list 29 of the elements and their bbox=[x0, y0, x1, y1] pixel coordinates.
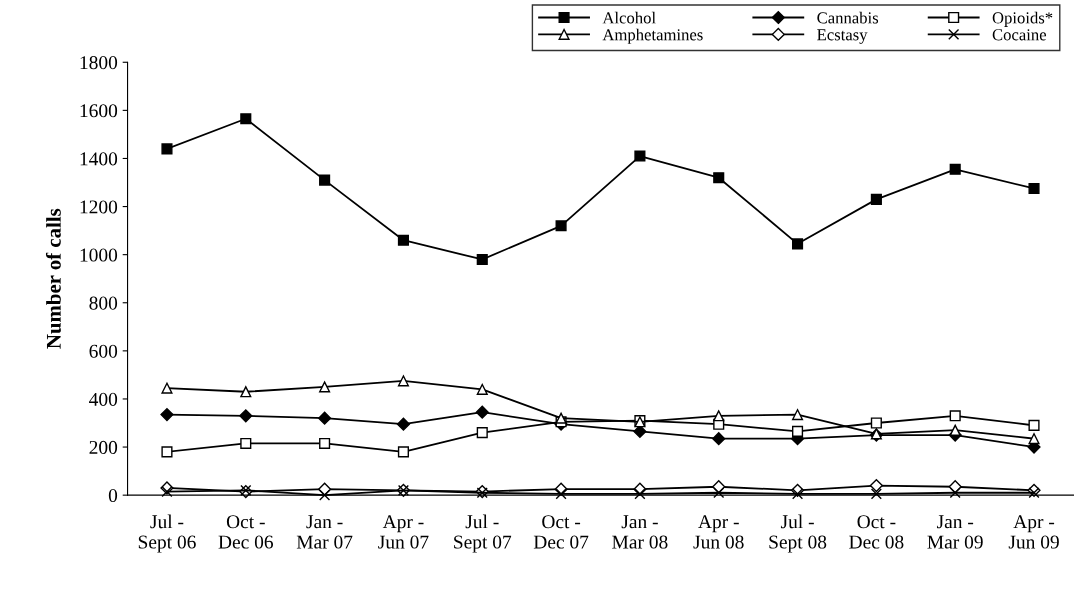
x-tick-label: Apr - Jun 08 bbox=[693, 515, 744, 549]
y-tick-label: 400 bbox=[89, 392, 118, 406]
y-tick-label: 1600 bbox=[80, 104, 118, 118]
x-tick-label: Jan - Mar 08 bbox=[612, 515, 668, 549]
y-tick-label: 800 bbox=[89, 296, 118, 310]
x-tick-label: Apr - Jun 09 bbox=[1008, 515, 1059, 549]
x-tick-label: Oct - Dec 06 bbox=[218, 515, 274, 549]
legend-label: Amphetamines bbox=[602, 28, 703, 44]
x-tick-label: Jul - Sept 07 bbox=[454, 514, 512, 553]
y-tick-label: 1400 bbox=[80, 152, 118, 166]
x-tick-label: Jul - Sept 08 bbox=[769, 514, 827, 553]
x-tick-label: Jul - Sept 06 bbox=[138, 514, 196, 553]
legend-label: Alcohol bbox=[602, 11, 656, 24]
y-tick-label: 200 bbox=[89, 440, 118, 454]
y-tick-label: 600 bbox=[89, 344, 118, 358]
x-tick-label: Oct - Dec 08 bbox=[849, 515, 904, 549]
x-tick-label: Apr - Jun 07 bbox=[378, 515, 429, 549]
y-tick-label: 1200 bbox=[80, 200, 118, 214]
y-tick-label: 0 bbox=[108, 488, 118, 503]
y-tick-label: 1800 bbox=[80, 56, 118, 70]
y-tick-label: 1000 bbox=[80, 248, 118, 262]
x-tick-label: Jan - Mar 07 bbox=[296, 515, 353, 549]
legend-label: Opioids* bbox=[992, 11, 1053, 27]
legend-label: Cocaine bbox=[992, 29, 1047, 41]
x-tick-label: Jan - Mar 09 bbox=[927, 515, 983, 549]
legend-label: Cannabis bbox=[817, 11, 879, 24]
y-axis-title: Number of calls bbox=[45, 208, 61, 349]
x-tick-label: Oct - Dec 07 bbox=[533, 515, 589, 549]
legend-label: Ecstasy bbox=[817, 29, 868, 44]
